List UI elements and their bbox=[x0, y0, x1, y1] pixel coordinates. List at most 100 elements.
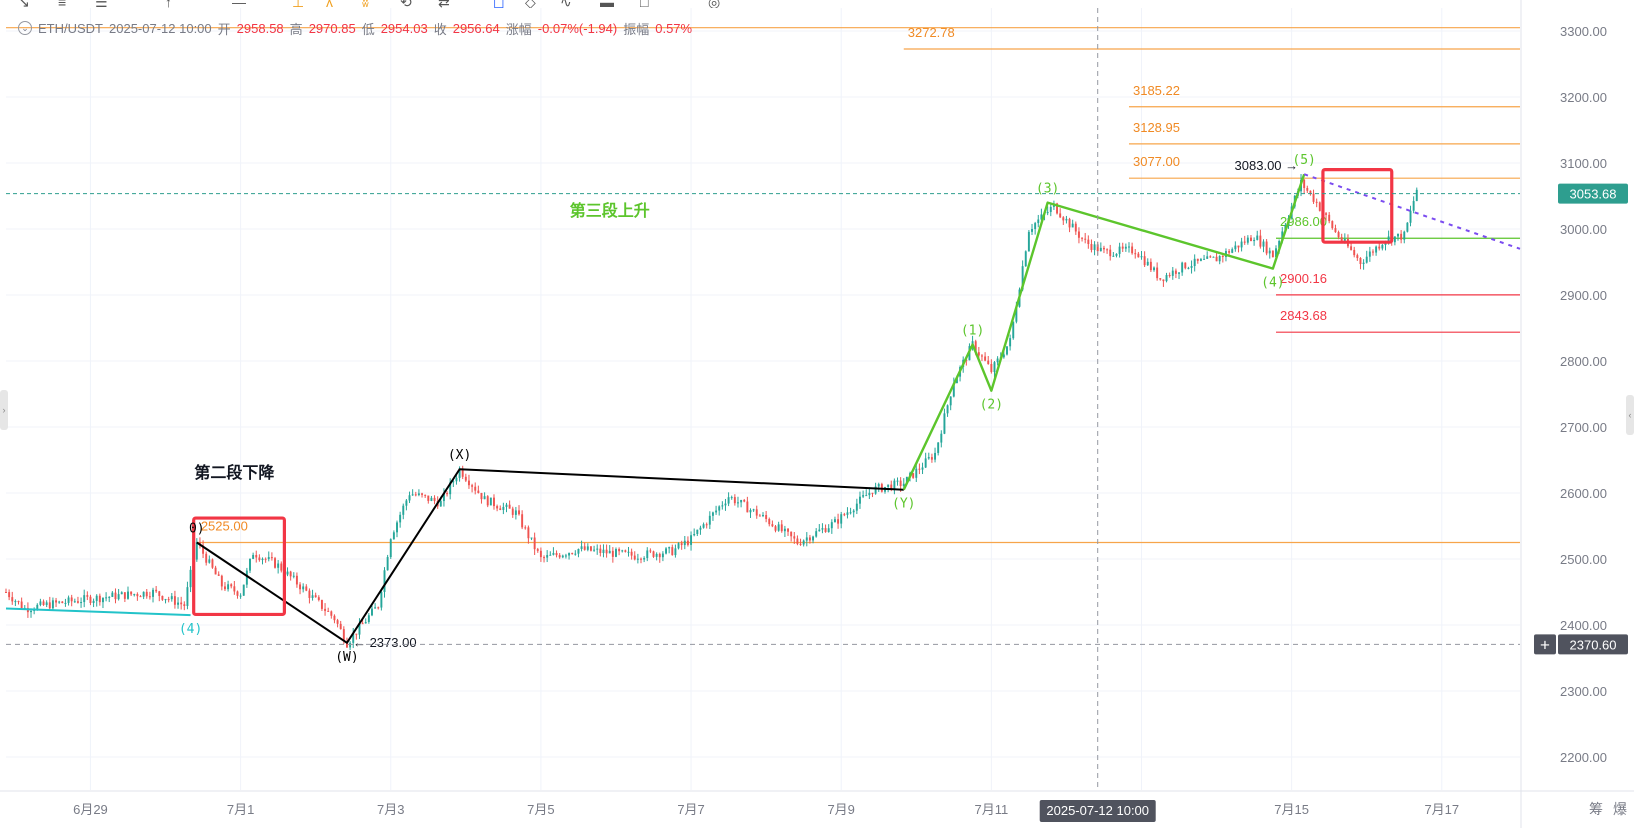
candle-body bbox=[1128, 246, 1130, 248]
candle bbox=[1131, 242, 1134, 255]
candle-body bbox=[630, 551, 633, 556]
highlight-box[interactable] bbox=[1321, 168, 1394, 244]
y-tick-label: 2700.00 bbox=[1560, 420, 1607, 435]
candle bbox=[327, 607, 330, 612]
candle-body bbox=[352, 633, 355, 643]
candle-body bbox=[177, 602, 180, 605]
add-level-button[interactable] bbox=[1534, 634, 1556, 655]
bookmark-icon[interactable]: ◻ bbox=[493, 0, 505, 8]
highlight-box[interactable] bbox=[192, 516, 287, 617]
candle bbox=[280, 561, 283, 573]
text-icon[interactable]: ʎ bbox=[326, 0, 333, 8]
level-label: 2843.68 bbox=[1280, 308, 1327, 323]
measure-icon[interactable]: ʬ bbox=[362, 0, 369, 8]
candle-body bbox=[214, 567, 217, 575]
candle-body bbox=[652, 551, 655, 557]
settings-icon[interactable]: □ bbox=[640, 0, 649, 8]
candle bbox=[752, 508, 755, 512]
cursor-icon[interactable]: ↑ bbox=[165, 0, 172, 8]
candle-body bbox=[1378, 246, 1381, 249]
candle bbox=[702, 522, 705, 529]
candle-body bbox=[586, 546, 589, 550]
candle-body bbox=[1171, 270, 1174, 276]
undo-icon[interactable]: ⟲ bbox=[400, 0, 412, 8]
candle bbox=[733, 494, 736, 506]
compare-icon[interactable]: ⇄ bbox=[438, 0, 450, 8]
candle bbox=[139, 595, 142, 598]
candle-body bbox=[812, 536, 815, 541]
candle-body bbox=[896, 480, 899, 482]
screenshot-icon[interactable]: ▬ bbox=[600, 0, 614, 8]
candle bbox=[1337, 230, 1340, 240]
symbol-label[interactable]: ETH/USDT bbox=[38, 20, 103, 36]
green-wave-line[interactable] bbox=[902, 173, 1306, 491]
alert-icon[interactable]: ◇ bbox=[525, 0, 536, 8]
indicator-icon[interactable]: ∿ bbox=[560, 0, 572, 8]
horizontal-line-icon[interactable]: ≡ bbox=[58, 0, 67, 8]
price-axis[interactable]: 2200.00 2300.00 2400.00 2500.00 2600.00 2700.… bbox=[1520, 0, 1607, 828]
cyan-trend-line[interactable] bbox=[5, 607, 191, 617]
candle-body bbox=[718, 506, 721, 511]
candle bbox=[1265, 239, 1268, 256]
candle bbox=[727, 492, 730, 507]
candle-body bbox=[602, 549, 605, 554]
brush-icon[interactable]: — bbox=[232, 0, 246, 8]
amplitude-value: 0.57% bbox=[655, 20, 693, 36]
candle-body bbox=[765, 515, 768, 519]
candle-body bbox=[574, 553, 577, 555]
candle bbox=[236, 590, 239, 599]
candle-body bbox=[389, 539, 392, 558]
candle-body bbox=[871, 492, 874, 494]
candle bbox=[102, 597, 104, 609]
candle bbox=[661, 551, 664, 562]
trend-line-icon[interactable]: ↘ bbox=[18, 0, 30, 8]
pattern-icon[interactable]: ⊥ bbox=[292, 0, 305, 8]
candle bbox=[837, 513, 840, 529]
candle-body bbox=[1406, 222, 1409, 232]
time-axis[interactable]: 6月297月17月37月57月77月97月1137月157月17筹爆 bbox=[0, 790, 1634, 817]
candle bbox=[990, 359, 993, 374]
current-price-value: 3053.68 bbox=[1570, 187, 1617, 202]
candle-body bbox=[111, 592, 114, 597]
candle bbox=[417, 489, 420, 497]
channel-icon[interactable]: ☰ bbox=[95, 0, 108, 8]
candle bbox=[1178, 272, 1181, 280]
candle bbox=[1237, 245, 1240, 253]
candle-body bbox=[1162, 279, 1165, 282]
drawing-toolbar[interactable]: ↘ ≡ ☰ ↑ — ⊥ ʎ ʬ ⟲ ⇄ ◻ ◇ ∿ ▬ □ ◎ bbox=[0, 0, 800, 8]
candle bbox=[915, 464, 918, 482]
candle-body bbox=[173, 596, 176, 605]
candle-body bbox=[399, 514, 402, 523]
candle bbox=[849, 507, 852, 515]
candle-body bbox=[846, 512, 849, 515]
candle-body bbox=[130, 591, 133, 595]
candle-body bbox=[1159, 278, 1162, 280]
candle-body bbox=[1024, 251, 1027, 267]
candle-body bbox=[743, 500, 746, 502]
right-panel-handle[interactable]: ‹ bbox=[1626, 395, 1634, 435]
candle bbox=[1062, 216, 1065, 225]
candle bbox=[1218, 255, 1221, 265]
calendar-icon[interactable]: ◎ bbox=[708, 0, 721, 8]
candle bbox=[1196, 258, 1199, 264]
purple-dotted-trend-line[interactable] bbox=[1303, 173, 1521, 250]
candle-body bbox=[64, 602, 67, 604]
candle bbox=[449, 478, 452, 500]
chevron-down-icon[interactable]: ⌄ bbox=[18, 21, 32, 35]
drawings-layer[interactable] bbox=[5, 168, 1521, 644]
candle-body bbox=[893, 480, 896, 490]
candle-body bbox=[887, 484, 890, 487]
candle bbox=[1184, 262, 1187, 270]
candle-body bbox=[1275, 248, 1277, 258]
candle-body bbox=[1243, 241, 1246, 243]
candle bbox=[1334, 224, 1337, 233]
candle bbox=[746, 496, 749, 513]
candle-body bbox=[1096, 244, 1099, 252]
candle-body bbox=[270, 557, 273, 559]
candle-body bbox=[1077, 231, 1080, 238]
black-wave-line[interactable] bbox=[196, 468, 904, 644]
candle-body bbox=[92, 600, 95, 603]
left-panel-handle[interactable]: › bbox=[0, 390, 8, 430]
